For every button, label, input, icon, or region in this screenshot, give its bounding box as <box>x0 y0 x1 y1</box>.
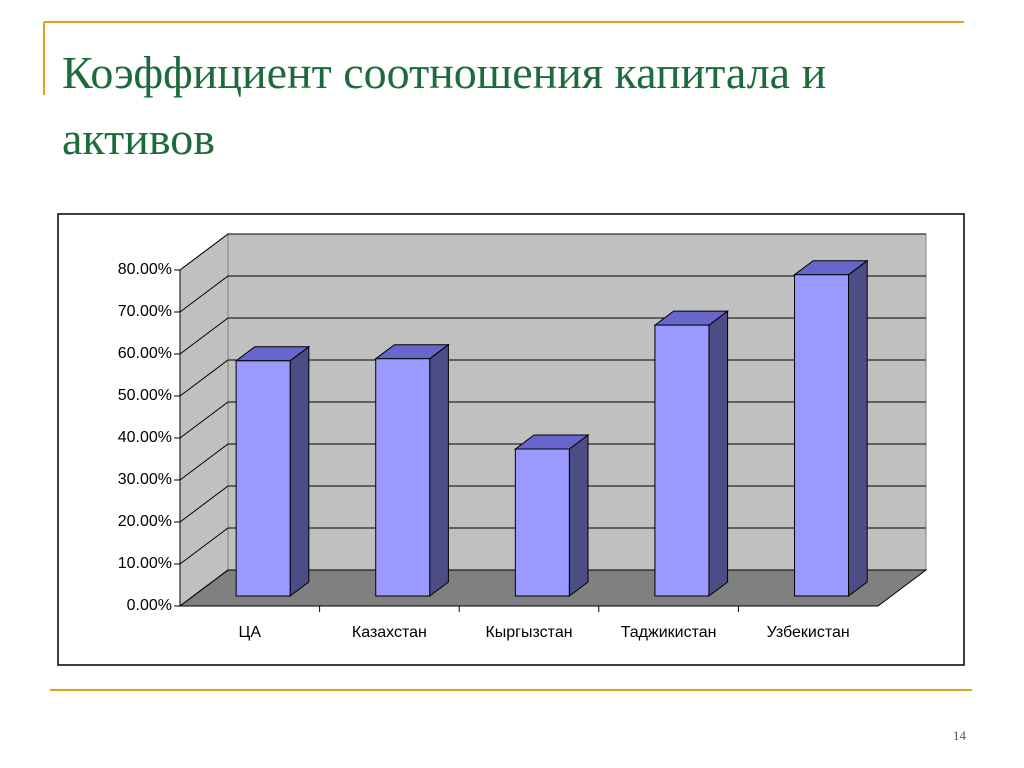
bar <box>794 274 850 597</box>
grid-line <box>179 233 926 271</box>
bar <box>375 358 431 597</box>
x-tick-label: Казахстан <box>352 624 427 641</box>
bar-side <box>429 343 449 598</box>
y-tick-label: 50.00% <box>118 387 172 404</box>
bar-side <box>289 345 310 598</box>
y-tick-label: 70.00% <box>118 303 172 320</box>
x-tick-label: ЦА <box>239 624 262 641</box>
x-tick-label: Кыргызстан <box>485 624 572 641</box>
x-tick-label: Таджикистан <box>621 624 717 641</box>
y-tick-label: 0.00% <box>127 597 172 614</box>
y-tick-label: 30.00% <box>118 471 172 488</box>
bar <box>654 324 710 597</box>
page-number: 14 <box>953 728 966 743</box>
y-tick-label: 60.00% <box>118 345 172 362</box>
bar-side <box>848 259 868 597</box>
y-tick-label: 20.00% <box>118 513 172 530</box>
x-tick-label: Узбекистан <box>767 624 850 641</box>
bar <box>235 360 291 597</box>
grid-line <box>179 275 926 313</box>
bar <box>514 448 570 597</box>
y-tick-label: 10.00% <box>118 555 172 572</box>
bar-side <box>708 310 729 598</box>
bar-side <box>568 434 589 597</box>
y-tick-label: 80.00% <box>118 261 172 278</box>
slide-title: Коэффициент соотношения капитала и актив… <box>62 47 827 164</box>
y-tick-label: 40.00% <box>118 429 172 446</box>
